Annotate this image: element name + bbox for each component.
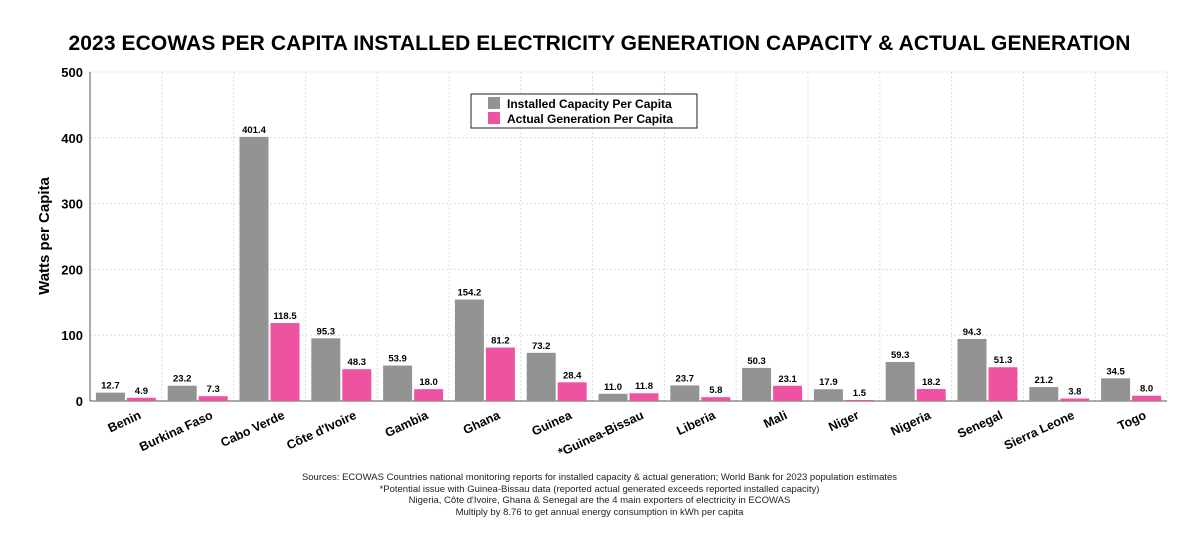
x-tick-label: Ghana (461, 408, 503, 438)
bar-actual (988, 367, 1018, 401)
bar-installed (742, 367, 772, 401)
legend: Installed Capacity Per Capita Actual Gen… (470, 93, 698, 129)
sources-note: Sources: ECOWAS Countries national monit… (301, 472, 898, 483)
data-label-actual: 1.5 (853, 388, 867, 399)
data-label-installed: 94.3 (963, 327, 982, 338)
guinea-bissau-note: *Potential issue with Guinea-Bissau data… (379, 483, 820, 495)
conversion-note: Multiply by 8.76 to get annual energy co… (455, 506, 744, 518)
y-axis-label: Watts per Capita (36, 176, 53, 294)
x-tick-label: Burkina Faso (137, 408, 215, 454)
y-tick-label: 100 (61, 328, 83, 343)
x-tick-label: Côte d'Ivoire (284, 408, 358, 452)
y-tick-label: 500 (61, 65, 83, 80)
axes: 0 100 200 300 400 500 (61, 65, 1167, 409)
bar-installed (957, 338, 987, 401)
x-tick-label: Niger (826, 408, 861, 434)
data-label-installed: 23.2 (173, 374, 192, 385)
x-tick-label: Togo (1116, 408, 1149, 433)
data-label-actual: 118.5 (273, 311, 297, 322)
data-label-installed: 73.2 (532, 341, 551, 352)
bar-installed (813, 389, 843, 401)
data-label-installed: 34.5 (1106, 366, 1125, 377)
data-label-installed: 95.3 (317, 326, 336, 337)
data-label-installed: 23.7 (676, 373, 695, 384)
bar-actual (342, 369, 372, 401)
data-label-installed: 59.3 (891, 350, 910, 361)
bar-installed (1101, 378, 1131, 401)
data-label-installed: 12.7 (101, 381, 120, 392)
bar-installed (598, 393, 628, 401)
gridlines (89, 71, 1168, 401)
x-tick-label: Benin (106, 408, 143, 435)
legend-box (470, 93, 698, 129)
data-label-installed: 401.4 (242, 125, 266, 136)
x-tick-label: Cabo Verde (219, 408, 287, 450)
data-label-installed: 50.3 (747, 356, 766, 367)
footnotes: Sources: ECOWAS Countries national monit… (0, 472, 1199, 518)
x-tick-label: Nigeria (889, 408, 934, 439)
data-label-actual: 51.3 (994, 355, 1013, 366)
bar-installed (670, 385, 700, 401)
bar-installed (383, 365, 413, 401)
data-label-installed: 21.2 (1035, 375, 1054, 386)
data-label-installed: 11.0 (604, 382, 622, 393)
y-tick-label: 300 (61, 197, 83, 212)
legend-label-actual: Actual Generation Per Capita (507, 112, 673, 126)
legend-swatch-installed (488, 97, 500, 109)
bar-installed (95, 392, 125, 401)
data-label-actual: 18.2 (922, 377, 941, 388)
data-label-actual: 23.1 (778, 374, 797, 385)
bar-installed (239, 136, 269, 402)
bars (95, 136, 1162, 402)
data-labels: 12.7 4.9 23.2 7.3 401.4 118.5 95.3 48.3 53.9 18.0… (101, 125, 1153, 399)
bar-actual (270, 323, 300, 401)
bar-actual (557, 382, 587, 401)
data-label-actual: 4.9 (135, 386, 148, 397)
x-tick-label: Mali (761, 408, 789, 431)
data-label-installed: 154.2 (458, 288, 482, 299)
data-label-actual: 11.8 (635, 381, 653, 392)
bar-actual (126, 397, 156, 401)
bar-actual (844, 400, 874, 401)
x-tick-label: Guinea (530, 408, 575, 439)
y-tick-label: 0 (76, 394, 83, 409)
bar-actual (198, 396, 228, 401)
chart-title: 2023 ECOWAS PER CAPITA INSTALLED ELECTRI… (68, 32, 1131, 55)
bar-installed (885, 361, 915, 401)
bar-actual (485, 347, 515, 401)
data-label-actual: 48.3 (348, 357, 367, 368)
legend-swatch-actual (488, 112, 500, 124)
data-label-actual: 5.8 (709, 385, 722, 396)
bar-actual (1060, 398, 1090, 401)
y-tick-label: 400 (61, 131, 83, 146)
bar-installed (526, 352, 556, 401)
data-label-actual: 28.4 (563, 370, 582, 381)
bar-actual (773, 385, 803, 401)
data-label-actual: 81.2 (491, 336, 510, 347)
bar-actual (916, 389, 946, 401)
exporters-note: Nigeria, Côte d'Ivoire, Ghana & Senegal … (408, 495, 791, 506)
bar-actual (1132, 395, 1162, 401)
bar-installed (1029, 387, 1059, 401)
bar-actual (701, 397, 731, 401)
x-tick-label: Gambia (383, 408, 431, 441)
legend-label-installed: Installed Capacity Per Capita (507, 97, 672, 111)
x-tick-label: Sierra Leone (1002, 408, 1077, 453)
data-label-actual: 18.0 (419, 377, 438, 388)
bar-actual (629, 393, 659, 401)
bar-installed (311, 338, 341, 401)
bar-installed (454, 299, 484, 401)
y-tick-label: 200 (61, 262, 83, 277)
data-label-actual: 3.8 (1068, 386, 1081, 397)
bar-installed (167, 385, 197, 401)
data-label-actual: 8.0 (1140, 384, 1153, 395)
x-tick-label: Senegal (955, 408, 1004, 441)
x-tick-label: Liberia (674, 408, 718, 438)
bar-actual (414, 389, 444, 401)
data-label-actual: 7.3 (207, 384, 220, 395)
data-label-installed: 53.9 (388, 354, 407, 365)
data-label-installed: 17.9 (819, 377, 838, 388)
